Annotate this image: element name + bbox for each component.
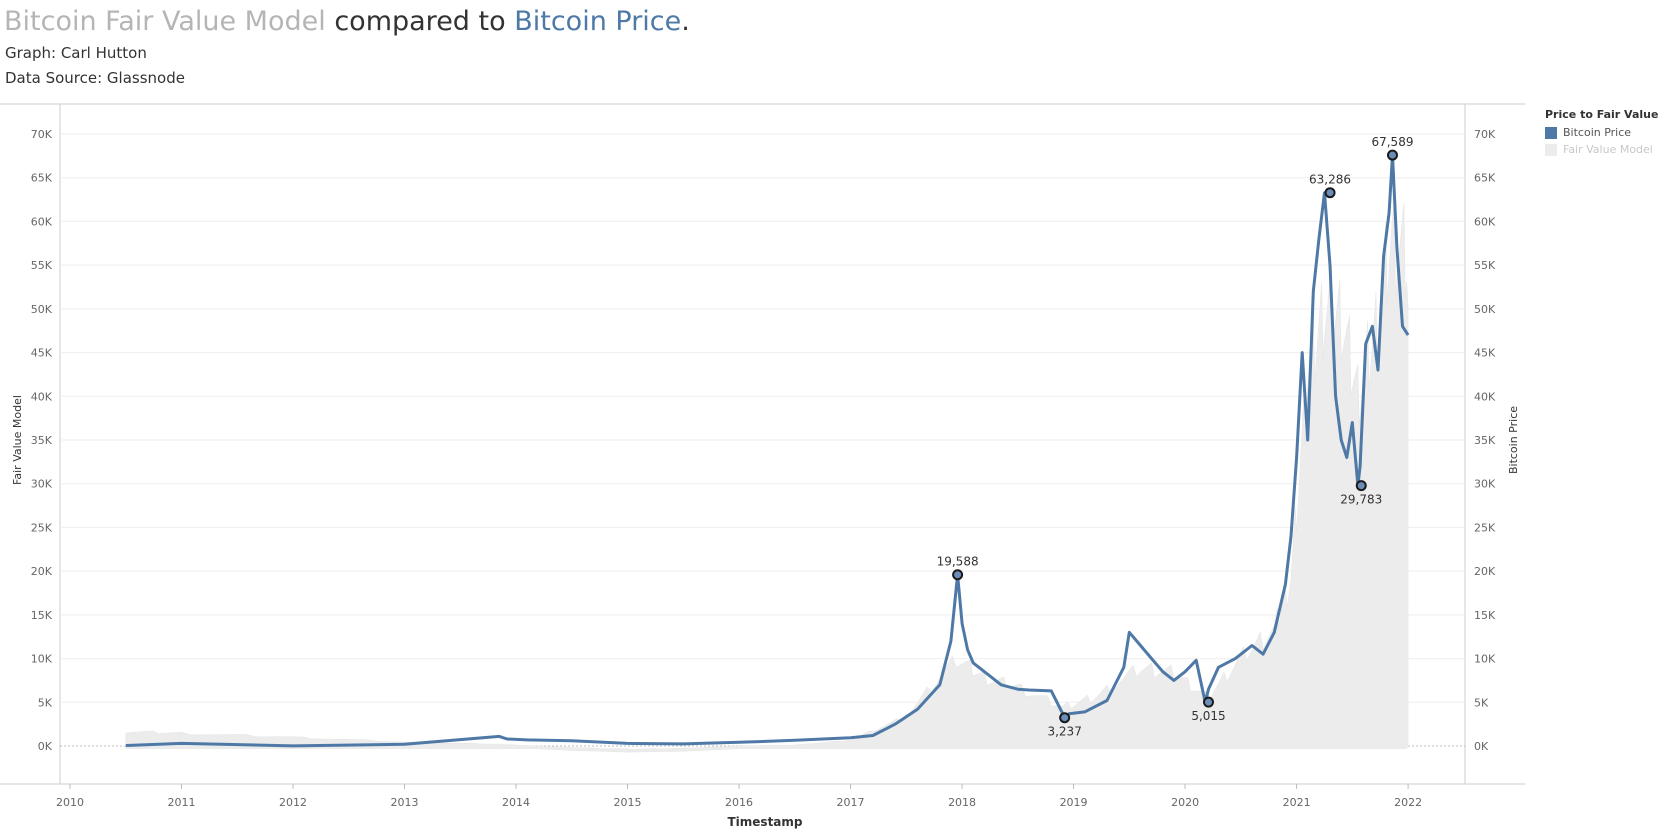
y-left-tick-label: 15K (31, 609, 53, 622)
peak-marker (1386, 149, 1398, 161)
x-tick-label: 2016 (725, 796, 753, 809)
x-tick-label: 2011 (168, 796, 196, 809)
peak-label: 5,015 (1191, 709, 1225, 723)
fair-value-area (125, 198, 1409, 753)
x-tick-label: 2014 (502, 796, 530, 809)
y-right-tick-label: 30K (1474, 478, 1496, 491)
title-fair-value: Bitcoin Fair Value Model (4, 6, 326, 37)
title-period: . (681, 6, 690, 37)
y-right-tick-label: 0K (1474, 740, 1489, 753)
bitcoin-price-series (125, 153, 1410, 748)
y-right-tick-label: 70K (1474, 128, 1496, 141)
y-left-tick-label: 65K (31, 172, 53, 185)
y-right-tick-label: 15K (1474, 609, 1496, 622)
subtitle-data-source: Data Source: Glassnode (5, 69, 185, 87)
y-left-tick-label: 40K (31, 390, 53, 403)
legend-item-fair-value-model[interactable]: Fair Value Model (1545, 143, 1670, 156)
y-left-tick-label: 0K (38, 740, 53, 753)
y-right-tick-label: 25K (1474, 521, 1496, 534)
x-tick-label: 2017 (837, 796, 865, 809)
peak-label: 63,286 (1309, 173, 1351, 187)
peak-label: 3,237 (1047, 725, 1081, 739)
y-left-tick-label: 10K (31, 653, 53, 666)
x-tick-label: 2019 (1060, 796, 1088, 809)
peak-marker (1324, 187, 1336, 199)
x-tick-label: 2021 (1283, 796, 1311, 809)
y-left-tick-label: 60K (31, 215, 53, 228)
y-left-tick-label: 50K (31, 303, 53, 316)
y-left-tick-label: 25K (31, 521, 53, 534)
title-compared-to: compared to (325, 6, 515, 37)
x-tick-label: 2010 (56, 796, 84, 809)
y-left-tick-label: 20K (31, 565, 53, 578)
peak-label: 67,589 (1371, 135, 1413, 149)
fair-value-series (125, 198, 1409, 753)
y-right-tick-label: 40K (1474, 390, 1496, 403)
y-left-tick-label: 5K (38, 696, 53, 709)
y-left-tick-label: 70K (31, 128, 53, 141)
legend: Price to Fair Value Bitcoin Price Fair V… (1545, 108, 1670, 160)
x-tick-label: 2012 (279, 796, 307, 809)
y-right-tick-label: 65K (1474, 172, 1496, 185)
peak-label: 19,588 (937, 555, 979, 569)
y-right-tick-label: 35K (1474, 434, 1496, 447)
legend-swatch-fair-value-model (1545, 143, 1557, 156)
legend-title: Price to Fair Value (1545, 108, 1659, 121)
legend-swatch-bitcoin-price (1545, 126, 1557, 139)
peak-marker (1202, 696, 1214, 708)
peak-marker (1355, 480, 1367, 492)
y-left-tick-label: 45K (31, 347, 53, 360)
y-axis-label-left: Fair Value Model (11, 395, 24, 485)
title-bitcoin-price: Bitcoin Price (514, 6, 682, 37)
y-right-tick-label: 20K (1474, 565, 1496, 578)
x-tick-label: 2020 (1171, 796, 1199, 809)
x-axis-label: Timestamp (727, 815, 802, 829)
y-right-tick-label: 45K (1474, 347, 1496, 360)
x-tick-label: 2013 (391, 796, 419, 809)
x-tick-label: 2015 (614, 796, 642, 809)
y-left-tick-label: 35K (31, 434, 53, 447)
price-line (125, 153, 1410, 748)
chart-title: Bitcoin Fair Value Model compared to Bit… (4, 6, 690, 37)
y-right-tick-label: 5K (1474, 696, 1489, 709)
chart-frame (0, 103, 1525, 785)
axis-ticks: 0K 0K 5K 5K 10K 10K 15K 15K 20K 20K 25K 25K 30K 30K 35… (31, 128, 1496, 809)
x-tick-label: 2022 (1394, 796, 1422, 809)
y-left-tick-label: 55K (31, 259, 53, 272)
legend-label-bitcoin-price: Bitcoin Price (1563, 126, 1632, 139)
legend-label-fair-value-model: Fair Value Model (1563, 143, 1653, 156)
peak-marker (1059, 712, 1071, 724)
y-right-tick-label: 60K (1474, 215, 1496, 228)
y-right-tick-label: 50K (1474, 303, 1496, 316)
peak-markers: 19,588 3,237 5,015 63,286 29,783 67,589 (937, 135, 1414, 739)
subtitle-graph-credit: Graph: Carl Hutton (5, 44, 147, 62)
x-tick-label: 2018 (948, 796, 976, 809)
y-left-tick-label: 30K (31, 478, 53, 491)
y-right-tick-label: 55K (1474, 259, 1496, 272)
y-axis-label-right: Bitcoin Price (1507, 406, 1520, 474)
y-right-tick-label: 10K (1474, 653, 1496, 666)
peak-marker (952, 569, 964, 581)
peak-label: 29,783 (1340, 493, 1382, 507)
legend-item-bitcoin-price[interactable]: Bitcoin Price (1545, 126, 1670, 139)
